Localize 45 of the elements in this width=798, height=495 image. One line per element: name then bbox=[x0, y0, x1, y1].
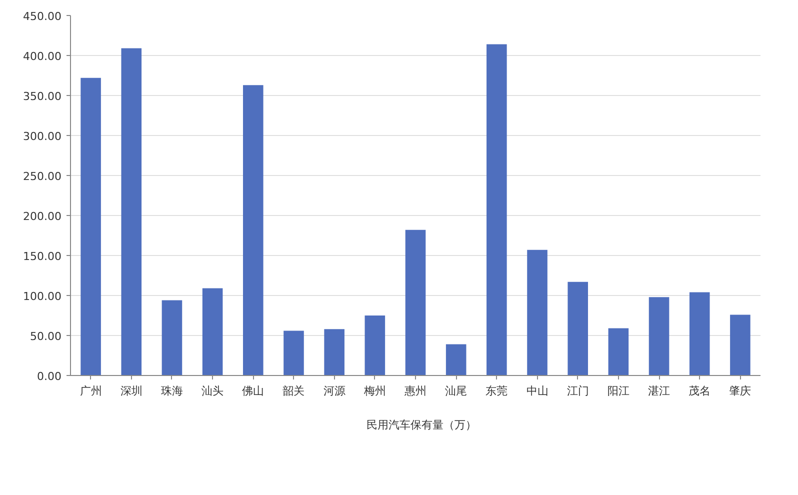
bar bbox=[689, 292, 710, 376]
x-tick-label: 珠海 bbox=[160, 384, 183, 398]
bar bbox=[324, 329, 344, 376]
y-tick-label: 350.00 bbox=[23, 90, 62, 103]
bar bbox=[608, 328, 629, 376]
y-tick-label: 200.00 bbox=[23, 210, 62, 223]
x-tick-label: 肇庆 bbox=[729, 384, 752, 398]
x-tick-label: 韶关 bbox=[282, 384, 305, 398]
y-tick-label: 50.00 bbox=[30, 330, 62, 343]
y-tick-label: 0.00 bbox=[37, 370, 62, 383]
bar bbox=[364, 316, 386, 376]
x-tick-label: 阳江 bbox=[607, 384, 630, 398]
bar bbox=[80, 78, 101, 376]
y-tick-label: 400.00 bbox=[23, 50, 62, 63]
bar bbox=[446, 344, 466, 376]
x-tick-label: 佛山 bbox=[242, 384, 264, 398]
x-tick-label: 汕头 bbox=[202, 384, 224, 398]
text: 民用汽车保有量（万） bbox=[366, 418, 476, 432]
y-tick-label: 150.00 bbox=[23, 250, 62, 263]
x-tick-label: 广州 bbox=[80, 384, 102, 398]
bar bbox=[405, 230, 426, 376]
bar bbox=[162, 300, 182, 376]
bar bbox=[648, 297, 670, 376]
x-tick-label: 深圳 bbox=[120, 384, 142, 398]
x-tick-label: 河源 bbox=[323, 384, 346, 398]
x-tick-label: 江门 bbox=[566, 384, 589, 398]
y-tick-label: 300.00 bbox=[23, 130, 62, 143]
bar bbox=[202, 288, 223, 376]
bar bbox=[730, 314, 750, 376]
bar bbox=[243, 85, 264, 376]
bar bbox=[121, 48, 142, 376]
bar bbox=[284, 330, 304, 376]
x-tick-label: 汕尾 bbox=[445, 384, 468, 398]
x-tick-label: 东莞 bbox=[486, 384, 508, 398]
x-tick-label: 湛江 bbox=[648, 384, 670, 398]
bar bbox=[568, 282, 588, 376]
y-tick-label: 450.00 bbox=[23, 10, 62, 23]
x-tick-label: 茂名 bbox=[688, 384, 711, 398]
y-tick-label: 100.00 bbox=[23, 290, 62, 303]
x-tick-label: 中山 bbox=[526, 384, 548, 398]
x-tick-label: 梅州 bbox=[362, 384, 386, 398]
y-tick-label: 250.00 bbox=[23, 170, 62, 183]
bar bbox=[527, 250, 548, 376]
x-tick-label: 惠州 bbox=[404, 384, 426, 398]
bar bbox=[486, 44, 507, 376]
